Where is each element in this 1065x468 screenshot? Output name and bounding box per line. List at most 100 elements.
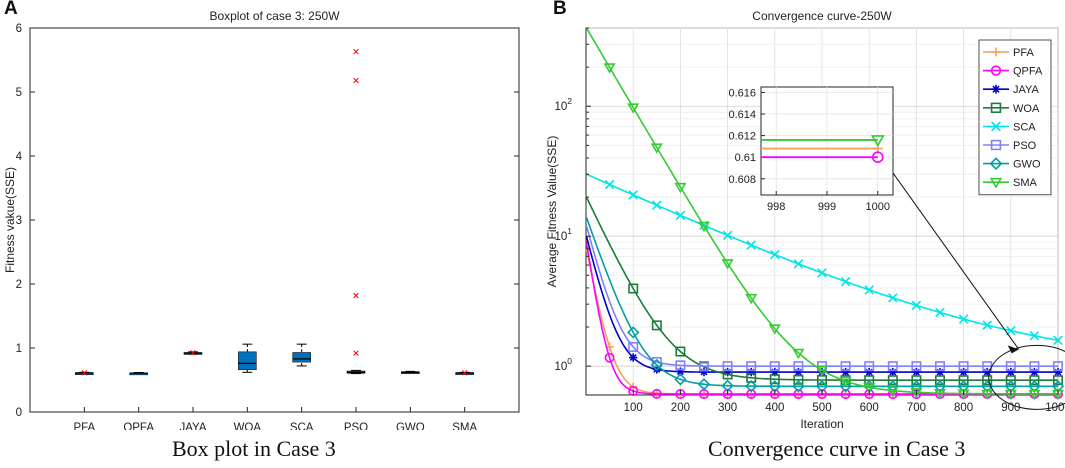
x-tick-label: SCA: [290, 422, 314, 430]
inset-line-qpfa: [761, 151, 884, 163]
series-marker: [935, 307, 945, 318]
zoom-callout: [887, 165, 1065, 410]
legend-marker: [990, 102, 1002, 114]
series-line: [585, 225, 1058, 367]
inset-x-tick-label: 1000: [866, 201, 890, 213]
series-marker: [793, 259, 804, 269]
panel-a-letter: A: [4, 0, 18, 19]
series-marker: [675, 389, 686, 400]
series-marker: [933, 380, 947, 393]
legend-label: JAYA: [1013, 84, 1040, 96]
series-marker: [981, 380, 994, 393]
series-pso: [585, 225, 1064, 372]
y-tick-label: 2: [16, 279, 22, 291]
series-marker: [650, 143, 663, 154]
outlier: [353, 48, 359, 55]
y-tick-label: 3: [16, 215, 22, 227]
series-marker: [1029, 375, 1040, 386]
x-tick-label: 500: [812, 402, 831, 414]
legend-box: [978, 39, 1052, 196]
convergence-xlabel: Iteration: [800, 417, 843, 430]
series-marker: [650, 358, 663, 372]
series-marker: [769, 389, 780, 400]
series-marker: [958, 375, 969, 386]
series-marker: [981, 389, 994, 400]
x-tick-label: 300: [718, 402, 737, 414]
series-marker: [1030, 367, 1039, 377]
legend-marker: [990, 139, 1002, 151]
series-marker: [815, 366, 829, 377]
inset-y-tick-label: 0.614: [728, 109, 756, 121]
series-marker: [675, 346, 686, 357]
legend-entry-woa: WOA: [983, 102, 1040, 115]
box-gwo: [401, 370, 420, 374]
x-tick-label: 100: [624, 402, 643, 414]
series-marker: [817, 268, 827, 278]
legend-entry-gwo: GWO: [983, 157, 1041, 171]
series-marker: [697, 378, 711, 391]
series-marker: [604, 179, 615, 190]
series-marker: [746, 361, 757, 372]
legend-marker: [991, 121, 1001, 132]
series-marker: [792, 380, 805, 393]
y-tick-label: 102: [554, 96, 572, 113]
series-marker: [793, 361, 804, 372]
outlier: [353, 350, 359, 356]
series-marker: [888, 367, 897, 377]
outlier: [190, 350, 196, 356]
series-marker: [864, 285, 874, 295]
x-tick-label: 600: [860, 402, 879, 414]
x-tick-label: 900: [1001, 402, 1020, 414]
y-tick-label: 100: [554, 356, 572, 373]
series-marker: [840, 389, 851, 400]
legend-marker: [989, 157, 1003, 171]
legend-label: SCA: [1013, 121, 1036, 133]
series-marker: [863, 383, 876, 394]
series-marker: [604, 352, 615, 363]
series-marker: [958, 314, 969, 324]
series-marker: [912, 367, 921, 377]
box-body: [238, 351, 257, 371]
series-marker: [721, 259, 734, 270]
series-marker: [697, 221, 711, 233]
x-tick-label: QPFA: [123, 422, 154, 430]
outlier: [353, 292, 359, 299]
series-marker: [911, 375, 922, 386]
series-marker: [982, 375, 993, 386]
inset-y-tick-label: 0.612: [728, 131, 756, 143]
x-tick-label: GWO: [396, 422, 425, 430]
legend-label: WOA: [1013, 103, 1040, 115]
series-marker: [1006, 367, 1015, 377]
caption-a: Box plot in Case 3: [172, 436, 336, 461]
series-marker: [628, 283, 639, 294]
series-marker: [959, 367, 968, 377]
series-marker: [1053, 361, 1064, 372]
legend-label: GWO: [1013, 159, 1041, 171]
series-marker: [769, 361, 780, 372]
series-marker: [841, 367, 850, 377]
series-marker: [792, 348, 805, 360]
box-qpfa: [129, 372, 148, 376]
zoom-arrow: [887, 165, 1020, 350]
box-sca: [292, 343, 311, 367]
series-marker: [793, 389, 804, 400]
series-marker: [769, 374, 780, 385]
inset-marker: [870, 135, 885, 148]
zoom-circle: [988, 344, 1065, 410]
x-tick-label: PFA: [73, 422, 95, 430]
series-marker: [674, 182, 687, 194]
box-woa: [238, 343, 257, 373]
legend-marker: [991, 84, 1001, 94]
x-tick-label: PSO: [344, 422, 368, 430]
series-marker: [747, 367, 756, 377]
convergence-ylabel: Average Fitness Value(SSE): [545, 136, 559, 288]
legend-marker: [991, 47, 1001, 57]
legend-entry-pfa: PFA: [983, 47, 1034, 59]
series-marker: [629, 353, 638, 362]
series-marker: [628, 341, 639, 352]
boxplot-ylabel: Fitness vakue(SSE): [3, 167, 17, 273]
series-sma: [585, 27, 1065, 401]
series-line: [585, 196, 1058, 381]
legend-label: PFA: [1013, 47, 1034, 59]
series-marker: [888, 293, 898, 303]
